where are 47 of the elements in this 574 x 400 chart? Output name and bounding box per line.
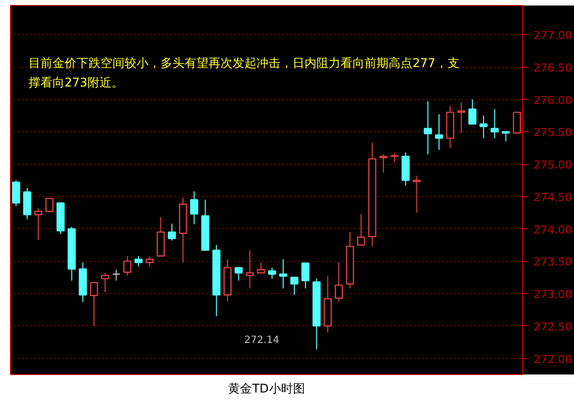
candlestick	[45, 197, 54, 214]
candlestick	[234, 267, 243, 282]
candlestick	[290, 276, 298, 296]
candlestick	[390, 152, 399, 163]
candlestick	[34, 208, 42, 240]
candlestick	[101, 272, 110, 293]
y-tick-label: 275.00	[534, 158, 572, 172]
candlestick	[156, 216, 165, 257]
candlestick	[246, 250, 254, 289]
candlestick	[12, 180, 20, 207]
candlestick	[334, 262, 343, 302]
candlestick	[190, 190, 198, 225]
annotation: 272.14	[244, 334, 280, 346]
candlestick	[490, 108, 499, 139]
y-tick-label: 277.00	[534, 29, 572, 42]
y-tick-label: 274.50	[534, 190, 572, 204]
annotation: 目前金价下跌空间较小，多头有望再次发起冲击，日内阻力看向前期高点277，支撑看向273附近。	[28, 56, 460, 90]
candlestick	[146, 256, 154, 267]
candlestick	[357, 213, 366, 246]
y-tick-label: 273.50	[534, 256, 572, 269]
candlestick	[123, 256, 132, 276]
candlestick	[379, 154, 388, 174]
candlestick	[412, 175, 421, 214]
candlestick	[112, 269, 120, 282]
candlestick	[424, 100, 432, 155]
candlestick	[468, 98, 476, 125]
candlestick	[268, 267, 276, 280]
y-tick-label: 273.00	[534, 288, 572, 302]
y-tick-label: 274.00	[534, 223, 572, 236]
text: 黄金TD小时图	[228, 382, 305, 396]
candlestick	[502, 131, 510, 142]
candlestick	[168, 223, 176, 241]
candlestick	[279, 258, 288, 289]
candlestick	[402, 152, 410, 186]
y-tick-label: 276.50	[534, 62, 572, 74]
candlestick	[134, 256, 143, 267]
y-tick-label: 276.00	[534, 94, 572, 107]
y-tick-label: 275.50	[534, 126, 572, 140]
candlestick	[301, 262, 310, 289]
candlestick	[23, 188, 32, 220]
candlestick	[256, 262, 265, 274]
candlestick	[479, 115, 488, 139]
candlestick	[457, 102, 466, 134]
y-tick-label: 272.50	[534, 320, 572, 334]
candlestick	[90, 282, 98, 326]
y-tick-label: 272.00	[534, 352, 572, 366]
candlestick	[434, 114, 444, 150]
